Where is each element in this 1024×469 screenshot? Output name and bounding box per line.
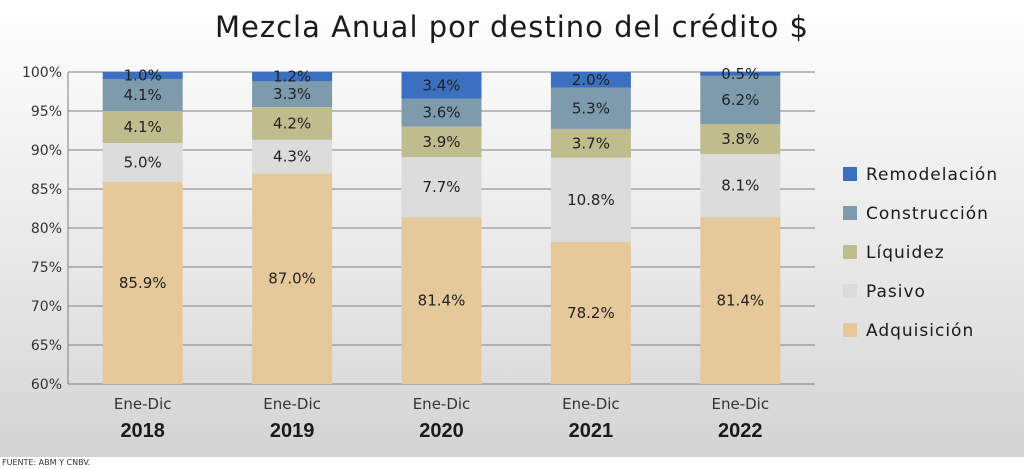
bar-segment (700, 153, 781, 218)
bar-segment (700, 217, 781, 384)
data-label: 4.1% (124, 86, 162, 104)
bar-segment (401, 98, 482, 127)
x-tick-year: 2019 (270, 420, 315, 442)
bar-segment (700, 72, 781, 76)
data-label: 5.0% (124, 153, 162, 171)
x-tick-label: Ene-Dic (263, 395, 321, 413)
legend-label: Adquisición (866, 321, 974, 341)
y-tick-label: 75% (31, 260, 62, 276)
bar-segment (401, 157, 482, 218)
y-axis: 60% 65% 70% 75% 80% 85% 90% 95% 100% (22, 65, 69, 393)
source-note: FUENTE: ABM Y CNBV. (2, 458, 91, 467)
data-label: 4.2% (273, 114, 311, 132)
data-label: 3.9% (422, 133, 460, 151)
bar-segment (700, 124, 781, 154)
bar-segment (401, 126, 482, 158)
data-label: 3.3% (273, 85, 311, 103)
bars: 85.9%5.0%4.1%4.1%1.0%87.0%4.3%4.2%3.3%1.… (102, 65, 781, 384)
data-label: 3.4% (422, 76, 460, 94)
data-label: 3.6% (422, 104, 460, 122)
legend-swatch (843, 245, 857, 259)
data-label: 2.0% (572, 71, 610, 89)
x-tick-label: Ene-Dic (712, 395, 770, 413)
data-label: 81.4% (716, 292, 764, 310)
data-label: 3.7% (572, 134, 610, 152)
bar-segment (401, 217, 482, 384)
data-label: 0.5% (721, 65, 759, 83)
bar-segment (252, 72, 333, 82)
y-tick-label: 90% (31, 143, 62, 159)
data-label: 1.0% (124, 67, 162, 85)
data-label: 78.2% (567, 304, 615, 322)
x-tick-year: 2018 (120, 420, 165, 442)
x-tick-year: 2022 (718, 420, 763, 442)
bar-segment (252, 107, 333, 140)
bar-segment (102, 79, 183, 111)
x-tick-label: Ene-Dic (413, 395, 471, 413)
bar-segment (550, 72, 631, 88)
legend-swatch (843, 284, 857, 298)
data-label: 4.3% (273, 148, 311, 166)
legend-swatch (843, 167, 857, 181)
data-label: 85.9% (119, 274, 167, 292)
data-label: 3.8% (721, 130, 759, 148)
y-tick-label: 70% (31, 299, 62, 315)
data-label: 10.8% (567, 191, 615, 209)
bar-segment (102, 142, 183, 182)
y-tick-label: 95% (31, 104, 62, 120)
bar-segment (102, 111, 183, 143)
data-label: 4.1% (124, 118, 162, 136)
bar-segment (252, 139, 333, 174)
data-label: 1.2% (273, 68, 311, 86)
data-label: 5.3% (572, 99, 610, 117)
y-tick-label: 65% (31, 338, 62, 354)
data-label: 8.1% (721, 176, 759, 194)
data-label: 87.0% (268, 270, 316, 288)
bar-segment (102, 181, 183, 384)
legend-swatch (843, 206, 857, 220)
y-tick-label: 100% (22, 65, 62, 81)
data-label: 7.7% (422, 178, 460, 196)
bar-segment (252, 81, 333, 108)
bar-segment (550, 157, 631, 243)
legend-swatch (843, 323, 857, 337)
data-label: 81.4% (418, 292, 466, 310)
legend-label: Pasivo (866, 282, 926, 302)
data-label: 6.2% (721, 91, 759, 109)
legend: Remodelación Construcción Líquidez Pasivo Ad… (843, 165, 998, 341)
legend-label: Líquidez (866, 243, 945, 263)
x-tick-label: Ene-Dic (562, 395, 620, 413)
legend-label: Remodelación (866, 165, 998, 185)
bar-segment (401, 72, 482, 99)
y-tick-label: 80% (31, 221, 62, 237)
x-tick-label: Ene-Dic (114, 395, 172, 413)
bar-segment (700, 75, 781, 125)
legend-label: Construcción (866, 204, 989, 224)
stacked-bar-chart: 60% 65% 70% 75% 80% 85% 90% 95% 100% 85.9% 5.0% 4.… (22, 65, 998, 442)
bar-segment (550, 87, 631, 129)
bar-segment (102, 72, 183, 80)
chart-title: Mezcla Anual por destino del crédito $ (215, 10, 809, 44)
bar-segment (252, 173, 333, 384)
x-tick-year: 2021 (569, 420, 614, 442)
y-tick-label: 85% (31, 182, 62, 198)
bar-segment (550, 242, 631, 384)
y-tick-label: 60% (31, 377, 62, 393)
x-tick-year: 2020 (419, 420, 464, 442)
bar-segment (550, 128, 631, 158)
x-axis: Ene-Dic 2018 Ene-Dic 2019 Ene-Dic 2020 Ene-Dic… (114, 395, 769, 442)
